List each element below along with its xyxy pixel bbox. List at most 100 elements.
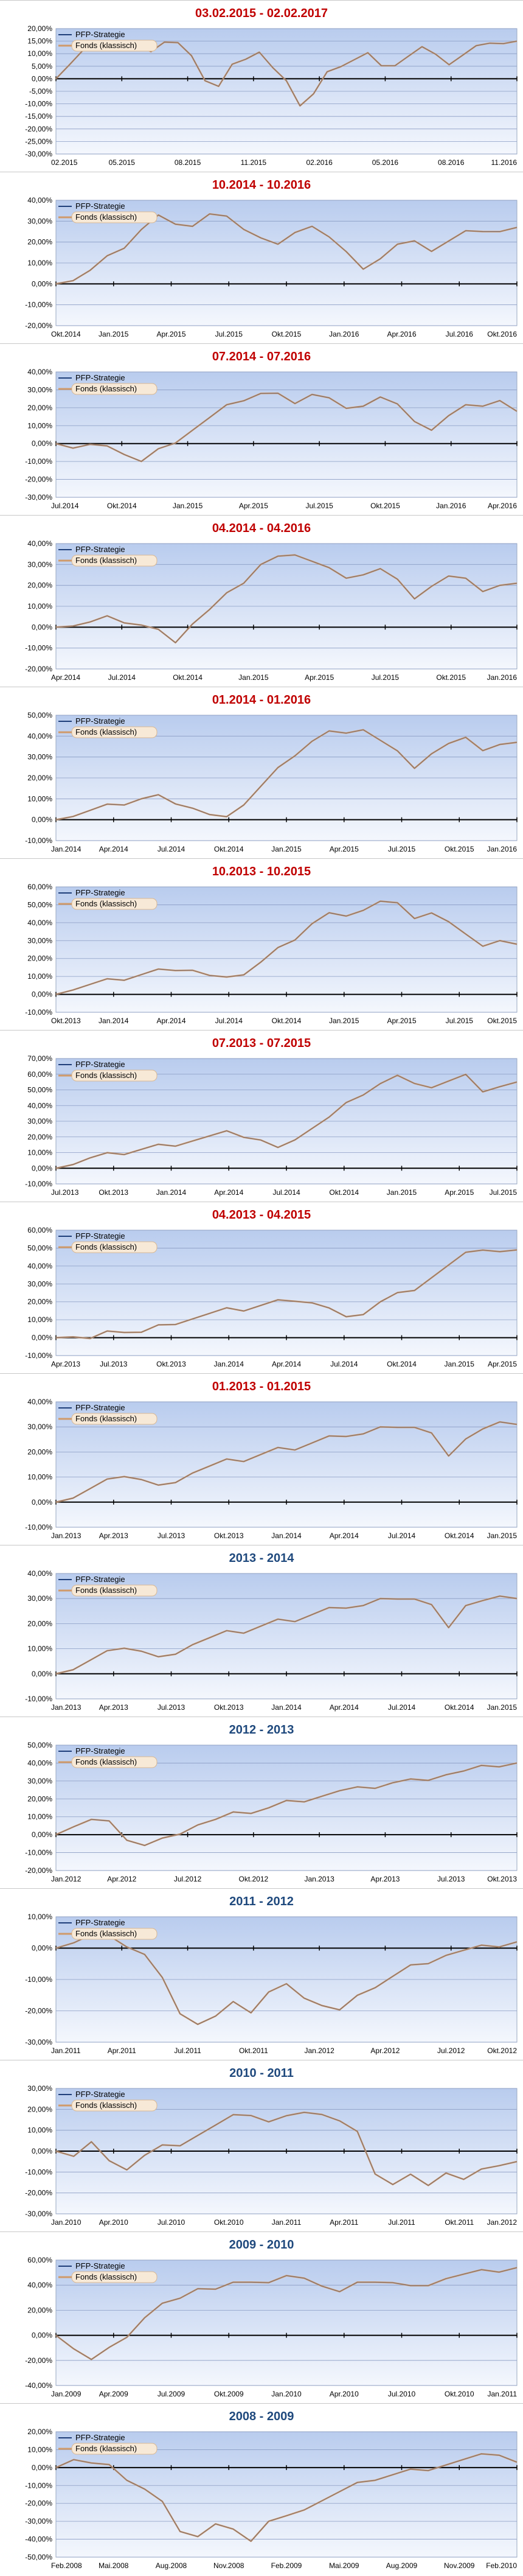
y-tick-label: 40,00% bbox=[27, 1569, 52, 1578]
x-tick-label: Jan.2014 bbox=[156, 1188, 187, 1197]
y-tick-label: -15,00% bbox=[25, 112, 52, 121]
x-tick-label: Okt.2013 bbox=[99, 1188, 128, 1197]
x-tick-label: Jul.2015 bbox=[490, 1188, 518, 1197]
x-tick-label: Apr.2012 bbox=[370, 2046, 400, 2055]
x-tick-label: Apr.2011 bbox=[108, 2046, 136, 2055]
x-tick-label: Jan.2014 bbox=[214, 1360, 244, 1368]
y-tick-label: 10,00% bbox=[27, 421, 52, 430]
chart-panel: 01.2013 - 01.2015 40,00% 30,00% 20,00% 10,00… bbox=[0, 1373, 523, 1545]
x-tick-label: Okt.2014 bbox=[329, 1188, 359, 1197]
y-tick-label: -5,00% bbox=[29, 87, 52, 96]
chart-panel: 10.2014 - 10.2016 40,00% 30,00% 20,00% 10,00… bbox=[0, 172, 523, 343]
y-tick-label: 0,00% bbox=[32, 990, 52, 999]
chart-title: 2009 - 2010 bbox=[229, 2238, 294, 2252]
x-tick-label: Jan.2015 bbox=[487, 1703, 518, 1712]
x-tick-label: Okt.2010 bbox=[214, 2218, 244, 2227]
x-tick-label: Okt.2013 bbox=[156, 1360, 186, 1368]
x-tick-label: Jan.2015 bbox=[173, 502, 203, 510]
x-tick-label: Jan.2015 bbox=[99, 330, 129, 338]
y-tick-label: 50,00% bbox=[27, 1086, 52, 1094]
chart-panel: 03.02.2015 - 02.02.2017 20,00% 15,00% 10,00… bbox=[0, 0, 523, 172]
legend-label-fonds: Fonds (klassisch) bbox=[75, 1242, 137, 1251]
chart-title: 01.2014 - 01.2016 bbox=[212, 693, 311, 707]
x-tick-label: Apr.2014 bbox=[330, 1531, 359, 1540]
chart-svg: 10,00% 0,00% -10,00% -20,00% -30,00%Jan.2011… bbox=[25, 1913, 518, 2055]
y-tick-label: 10,00% bbox=[27, 2126, 52, 2135]
y-tick-label: 15,00% bbox=[27, 37, 52, 46]
y-tick-label: 10,00% bbox=[27, 49, 52, 58]
series-line-pfp bbox=[55, 2112, 518, 2186]
y-tick-label: -40,00% bbox=[25, 2535, 52, 2544]
y-tick-label: 30,00% bbox=[27, 1423, 52, 1431]
y-tick-label: 20,00% bbox=[27, 1794, 52, 1803]
x-tick-label: Jul.2014 bbox=[108, 673, 136, 682]
x-tick-label: Apr.2016 bbox=[488, 502, 517, 510]
x-tick-label: Jan.2014 bbox=[99, 1017, 129, 1025]
y-tick-label: 50,00% bbox=[27, 900, 52, 909]
x-tick-label: Okt.2014 bbox=[445, 1531, 474, 1540]
y-tick-label: -10,00% bbox=[25, 1180, 52, 1188]
x-tick-label: Apr.2014 bbox=[51, 673, 80, 682]
series-line-pfp bbox=[55, 213, 518, 284]
x-tick-label: Jan.2013 bbox=[51, 1703, 81, 1712]
y-tick-label: -20,00% bbox=[25, 665, 52, 673]
y-tick-label: 0,00% bbox=[32, 1164, 52, 1172]
y-tick-label: -30,00% bbox=[25, 493, 52, 502]
x-tick-label: Jul.2013 bbox=[51, 1188, 79, 1197]
chart-svg: 40,00% 30,00% 20,00% 10,00% 0,00% -10,00% -20,… bbox=[25, 539, 518, 682]
y-tick-label: -10,00% bbox=[25, 1008, 52, 1017]
y-tick-label: 20,00% bbox=[27, 1298, 52, 1306]
series-line-pfp bbox=[55, 1249, 518, 1339]
x-tick-label: Jan.2009 bbox=[51, 2390, 81, 2398]
x-tick-label: Aug.2008 bbox=[156, 2561, 187, 2570]
legend-label-pfp: PFP-Strategie bbox=[75, 888, 125, 897]
legend-label-pfp: PFP-Strategie bbox=[75, 2261, 125, 2270]
x-tick-label: Jan.2015 bbox=[329, 1017, 359, 1025]
x-tick-label: Okt.2015 bbox=[370, 502, 400, 510]
legend-label-pfp: PFP-Strategie bbox=[75, 373, 125, 382]
y-tick-label: 70,00% bbox=[27, 1054, 52, 1063]
y-tick-label: 40,00% bbox=[27, 732, 52, 740]
x-tick-label: Jan.2012 bbox=[51, 1875, 81, 1883]
chart-panel: 01.2014 - 01.2016 50,00% 40,00% 30,00% 20,00… bbox=[0, 687, 523, 858]
y-tick-label: 50,00% bbox=[27, 711, 52, 719]
x-tick-label: Feb.2008 bbox=[51, 2561, 82, 2570]
y-tick-label: -40,00% bbox=[25, 2381, 52, 2390]
legend-label-pfp: PFP-Strategie bbox=[75, 1403, 125, 1412]
x-tick-label: Apr.2013 bbox=[51, 1360, 80, 1368]
y-tick-label: 10,00% bbox=[27, 1315, 52, 1324]
y-tick-label: 0,00% bbox=[32, 1944, 52, 1953]
x-tick-label: Apr.2014 bbox=[330, 1703, 359, 1712]
x-tick-label: Nov.2008 bbox=[213, 2561, 244, 2570]
y-tick-label: 0,00% bbox=[32, 439, 52, 448]
legend-label-pfp: PFP-Strategie bbox=[75, 1918, 125, 1927]
chart-title: 04.2013 - 04.2015 bbox=[212, 1208, 311, 1222]
y-tick-label: 30,00% bbox=[27, 1777, 52, 1785]
x-tick-label: Jan.2016 bbox=[329, 330, 359, 338]
y-tick-label: 30,00% bbox=[27, 1117, 52, 1125]
chart-title: 2011 - 2012 bbox=[229, 1895, 294, 1908]
legend-label-fonds: Fonds (klassisch) bbox=[75, 899, 137, 908]
series-line-pfp bbox=[55, 1074, 518, 1169]
x-tick-label: Okt.2011 bbox=[239, 2046, 268, 2055]
series-line-pfp bbox=[55, 1421, 518, 1503]
x-tick-label: Jan.2012 bbox=[487, 2218, 518, 2227]
y-tick-label: -10,00% bbox=[25, 1975, 52, 1984]
y-tick-label: 10,00% bbox=[27, 602, 52, 611]
legend: PFP-Strategie Fonds (klassisch) bbox=[58, 2261, 158, 2283]
y-tick-label: -20,00% bbox=[25, 2356, 52, 2365]
x-tick-label: 11.2016 bbox=[491, 158, 518, 167]
y-tick-label: 60,00% bbox=[27, 2256, 52, 2264]
legend-label-fonds: Fonds (klassisch) bbox=[75, 2272, 137, 2281]
chart-panel: 2012 - 2013 50,00% 40,00% 30,00% 20,00% 10,00… bbox=[0, 1717, 523, 1888]
y-tick-label: 40,00% bbox=[27, 2281, 52, 2289]
x-tick-label: Mai.2008 bbox=[99, 2561, 129, 2570]
y-tick-label: 30,00% bbox=[27, 753, 52, 761]
x-tick-label: Okt.2015 bbox=[445, 845, 474, 853]
x-tick-label: Jul.2015 bbox=[215, 330, 243, 338]
x-tick-label: Feb.2009 bbox=[271, 2561, 302, 2570]
x-tick-label: Jul.2014 bbox=[388, 1703, 416, 1712]
